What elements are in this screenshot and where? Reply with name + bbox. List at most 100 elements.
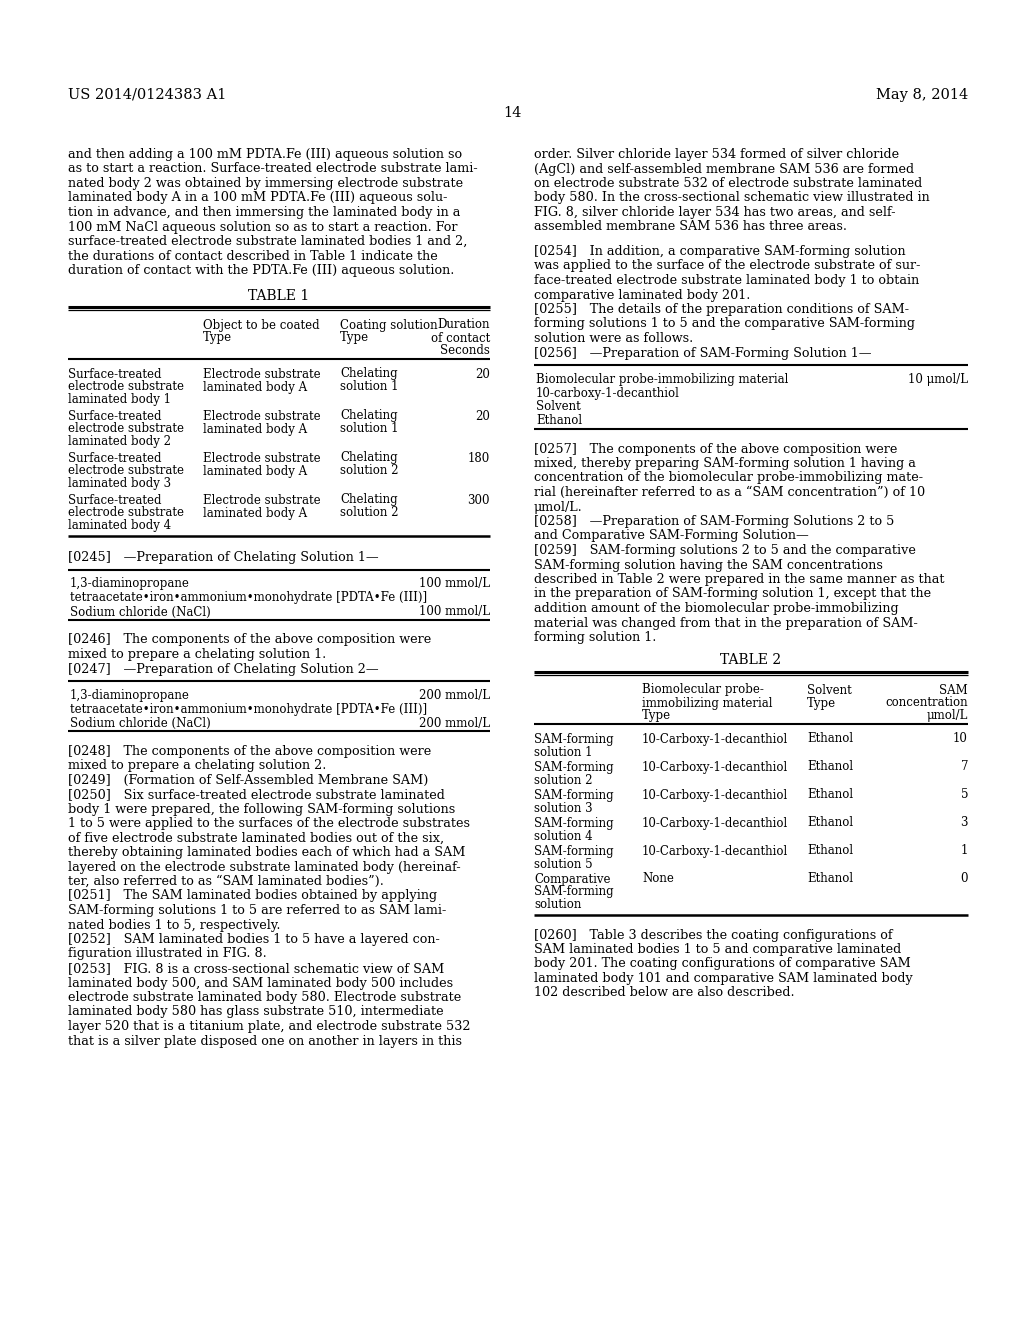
Text: Type: Type: [340, 331, 369, 345]
Text: was applied to the surface of the electrode substrate of sur-: was applied to the surface of the electr…: [534, 260, 921, 272]
Text: Ethanol: Ethanol: [807, 788, 853, 801]
Text: solution 4: solution 4: [534, 829, 593, 842]
Text: surface-treated electrode substrate laminated bodies 1 and 2,: surface-treated electrode substrate lami…: [68, 235, 467, 248]
Text: as to start a reaction. Surface-treated electrode substrate lami-: as to start a reaction. Surface-treated …: [68, 162, 477, 176]
Text: [0260] Table 3 describes the coating configurations of: [0260] Table 3 describes the coating con…: [534, 928, 893, 941]
Text: Coating solution: Coating solution: [340, 318, 437, 331]
Text: laminated body 2: laminated body 2: [68, 436, 171, 449]
Text: solution 2: solution 2: [340, 507, 398, 520]
Text: mixed to prepare a chelating solution 2.: mixed to prepare a chelating solution 2.: [68, 759, 327, 772]
Text: 100 mmol/L: 100 mmol/L: [419, 606, 490, 619]
Text: Sodium chloride (NaCl): Sodium chloride (NaCl): [70, 606, 211, 619]
Text: [0256] —Preparation of SAM-Forming Solution 1—: [0256] —Preparation of SAM-Forming Solut…: [534, 346, 871, 359]
Text: solution were as follows.: solution were as follows.: [534, 333, 693, 345]
Text: laminated body A: laminated body A: [203, 380, 307, 393]
Text: assembled membrane SAM 536 has three areas.: assembled membrane SAM 536 has three are…: [534, 220, 847, 234]
Text: face-treated electrode substrate laminated body 1 to obtain: face-treated electrode substrate laminat…: [534, 275, 920, 286]
Text: 10-carboxy-1-decanthiol: 10-carboxy-1-decanthiol: [536, 387, 680, 400]
Text: of contact: of contact: [431, 331, 490, 345]
Text: [0255] The details of the preparation conditions of SAM-: [0255] The details of the preparation co…: [534, 304, 909, 315]
Text: Sodium chloride (NaCl): Sodium chloride (NaCl): [70, 717, 211, 730]
Text: 1,3-diaminopropane: 1,3-diaminopropane: [70, 689, 189, 701]
Text: US 2014/0124383 A1: US 2014/0124383 A1: [68, 88, 226, 102]
Text: 14: 14: [503, 106, 521, 120]
Text: [0247] —Preparation of Chelating Solution 2—: [0247] —Preparation of Chelating Solutio…: [68, 663, 379, 676]
Text: [0257] The components of the above composition were: [0257] The components of the above compo…: [534, 442, 897, 455]
Text: 100 mmol/L: 100 mmol/L: [419, 578, 490, 590]
Text: Solvent: Solvent: [536, 400, 581, 413]
Text: May 8, 2014: May 8, 2014: [876, 88, 968, 102]
Text: nated body 2 was obtained by immersing electrode substrate: nated body 2 was obtained by immersing e…: [68, 177, 463, 190]
Text: figuration illustrated in FIG. 8.: figuration illustrated in FIG. 8.: [68, 948, 266, 961]
Text: Biomolecular probe-: Biomolecular probe-: [642, 684, 764, 697]
Text: Chelating: Chelating: [340, 451, 397, 465]
Text: SAM laminated bodies 1 to 5 and comparative laminated: SAM laminated bodies 1 to 5 and comparat…: [534, 942, 901, 956]
Text: solution 1: solution 1: [534, 746, 593, 759]
Text: thereby obtaining laminated bodies each of which had a SAM: thereby obtaining laminated bodies each …: [68, 846, 465, 859]
Text: Type: Type: [807, 697, 837, 710]
Text: order. Silver chloride layer 534 formed of silver chloride: order. Silver chloride layer 534 formed …: [534, 148, 899, 161]
Text: [0246] The components of the above composition were: [0246] The components of the above compo…: [68, 634, 431, 647]
Text: comparative laminated body 201.: comparative laminated body 201.: [534, 289, 751, 301]
Text: 10-Carboxy-1-decanthiol: 10-Carboxy-1-decanthiol: [642, 733, 788, 746]
Text: body 580. In the cross-sectional schematic view illustrated in: body 580. In the cross-sectional schemat…: [534, 191, 930, 205]
Text: SAM-forming: SAM-forming: [534, 788, 613, 801]
Text: [0258] —Preparation of SAM-Forming Solutions 2 to 5: [0258] —Preparation of SAM-Forming Solut…: [534, 515, 894, 528]
Text: tetraacetate•iron•ammonium•monohydrate [PDTA•Fe (III)]: tetraacetate•iron•ammonium•monohydrate […: [70, 591, 427, 605]
Text: Chelating: Chelating: [340, 494, 397, 507]
Text: solution 2: solution 2: [340, 465, 398, 478]
Text: Electrode substrate: Electrode substrate: [203, 409, 321, 422]
Text: 180: 180: [468, 451, 490, 465]
Text: laminated body A: laminated body A: [203, 422, 307, 436]
Text: Solvent: Solvent: [807, 684, 852, 697]
Text: Surface-treated: Surface-treated: [68, 367, 162, 380]
Text: SAM-forming: SAM-forming: [534, 760, 613, 774]
Text: tion in advance, and then immersing the laminated body in a: tion in advance, and then immersing the …: [68, 206, 461, 219]
Text: 10-Carboxy-1-decanthiol: 10-Carboxy-1-decanthiol: [642, 817, 788, 829]
Text: electrode substrate: electrode substrate: [68, 380, 184, 393]
Text: 300: 300: [468, 494, 490, 507]
Text: duration of contact with the PDTA.Fe (III) aqueous solution.: duration of contact with the PDTA.Fe (II…: [68, 264, 455, 277]
Text: Ethanol: Ethanol: [807, 733, 853, 746]
Text: None: None: [642, 873, 674, 886]
Text: 1,3-diaminopropane: 1,3-diaminopropane: [70, 578, 189, 590]
Text: on electrode substrate 532 of electrode substrate laminated: on electrode substrate 532 of electrode …: [534, 177, 923, 190]
Text: Electrode substrate: Electrode substrate: [203, 494, 321, 507]
Text: 1 to 5 were applied to the surfaces of the electrode substrates: 1 to 5 were applied to the surfaces of t…: [68, 817, 470, 830]
Text: Electrode substrate: Electrode substrate: [203, 367, 321, 380]
Text: Comparative: Comparative: [534, 873, 610, 886]
Text: SAM-forming: SAM-forming: [534, 817, 613, 829]
Text: 3: 3: [961, 817, 968, 829]
Text: body 201. The coating configurations of comparative SAM: body 201. The coating configurations of …: [534, 957, 910, 970]
Text: SAM-forming: SAM-forming: [534, 845, 613, 858]
Text: [0250] Six surface-treated electrode substrate laminated: [0250] Six surface-treated electrode sub…: [68, 788, 444, 801]
Text: 10-Carboxy-1-decanthiol: 10-Carboxy-1-decanthiol: [642, 788, 788, 801]
Text: electrode substrate laminated body 580. Electrode substrate: electrode substrate laminated body 580. …: [68, 991, 461, 1005]
Text: solution 5: solution 5: [534, 858, 593, 870]
Text: Ethanol: Ethanol: [536, 414, 582, 428]
Text: Ethanol: Ethanol: [807, 760, 853, 774]
Text: 20: 20: [475, 367, 490, 380]
Text: [0253] FIG. 8 is a cross-sectional schematic view of SAM: [0253] FIG. 8 is a cross-sectional schem…: [68, 962, 444, 975]
Text: 10-Carboxy-1-decanthiol: 10-Carboxy-1-decanthiol: [642, 760, 788, 774]
Text: laminated body 3: laminated body 3: [68, 478, 171, 491]
Text: (AgCl) and self-assembled membrane SAM 536 are formed: (AgCl) and self-assembled membrane SAM 5…: [534, 162, 914, 176]
Text: forming solution 1.: forming solution 1.: [534, 631, 656, 644]
Text: solution 3: solution 3: [534, 801, 593, 814]
Text: electrode substrate: electrode substrate: [68, 422, 184, 436]
Text: of five electrode substrate laminated bodies out of the six,: of five electrode substrate laminated bo…: [68, 832, 444, 845]
Text: Biomolecular probe-immobilizing material: Biomolecular probe-immobilizing material: [536, 372, 788, 385]
Text: SAM-forming solution having the SAM concentrations: SAM-forming solution having the SAM conc…: [534, 558, 883, 572]
Text: [0249] (Formation of Self-Assembled Membrane SAM): [0249] (Formation of Self-Assembled Memb…: [68, 774, 428, 787]
Text: [0252] SAM laminated bodies 1 to 5 have a layered con-: [0252] SAM laminated bodies 1 to 5 have …: [68, 933, 439, 946]
Text: laminated body A: laminated body A: [203, 465, 307, 478]
Text: [0254] In addition, a comparative SAM-forming solution: [0254] In addition, a comparative SAM-fo…: [534, 246, 905, 257]
Text: TABLE 2: TABLE 2: [721, 653, 781, 668]
Text: described in Table 2 were prepared in the same manner as that: described in Table 2 were prepared in th…: [534, 573, 944, 586]
Text: laminated body 500, and SAM laminated body 500 includes: laminated body 500, and SAM laminated bo…: [68, 977, 454, 990]
Text: 20: 20: [475, 409, 490, 422]
Text: 100 mM NaCl aqueous solution so as to start a reaction. For: 100 mM NaCl aqueous solution so as to st…: [68, 220, 458, 234]
Text: Object to be coated: Object to be coated: [203, 318, 319, 331]
Text: Ethanol: Ethanol: [807, 845, 853, 858]
Text: Duration: Duration: [437, 318, 490, 331]
